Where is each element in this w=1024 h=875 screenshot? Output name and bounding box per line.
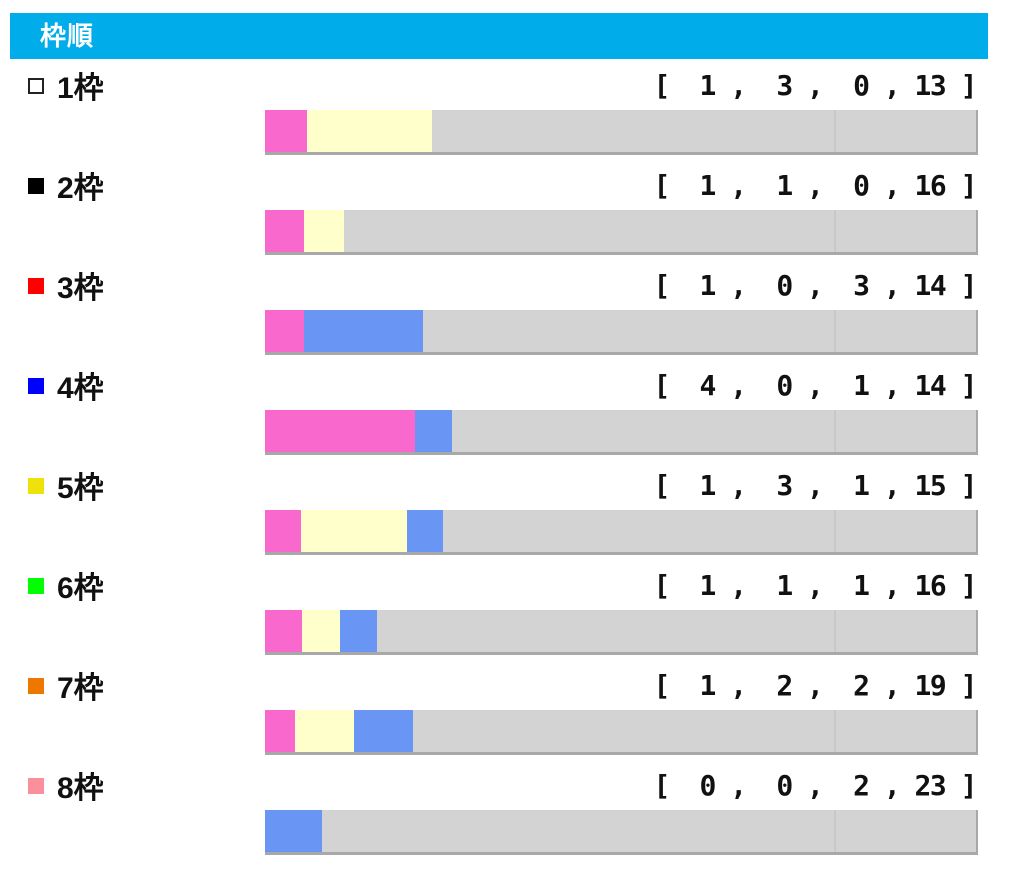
frame-row-header: 8枠 [ 0 , 0 , 2 , 23 ] <box>0 760 1024 810</box>
frame-label-group: 2枠 <box>28 163 104 207</box>
bar-segment-third <box>265 810 322 852</box>
frame-label: 7枠 <box>57 672 104 705</box>
frame-record-values: [ 1 , 1 , 1 , 16 ] <box>653 568 977 602</box>
bar-segment-first <box>265 410 415 452</box>
frame-label: 4枠 <box>57 372 104 405</box>
section-title: 枠順 <box>40 21 95 51</box>
bar-segment-second <box>306 110 433 152</box>
bar-segment-second <box>302 610 340 652</box>
frame-row: 1枠 [ 1 , 3 , 0 , 13 ] <box>0 60 1024 160</box>
frame-label: 8枠 <box>57 772 104 805</box>
frame-row-header: 7枠 [ 1 , 2 , 2 , 19 ] <box>0 660 1024 710</box>
bar-segment-first <box>265 510 301 552</box>
frame-row-header: 2枠 [ 1 , 1 , 0 , 16 ] <box>0 160 1024 210</box>
frame-record-values: [ 1 , 2 , 2 , 19 ] <box>653 668 977 702</box>
frame-label-group: 3枠 <box>28 263 104 307</box>
frame-label: 3枠 <box>57 272 104 305</box>
bar-segment-second <box>294 710 354 752</box>
frame-label-group: 8枠 <box>28 763 104 807</box>
bar-segment-first <box>265 210 305 252</box>
stacked-bar <box>265 510 978 555</box>
frame-color-marker-icon <box>28 78 44 94</box>
frame-row: 6枠 [ 1 , 1 , 1 , 16 ] <box>0 560 1024 660</box>
bar-segment-third <box>339 610 378 652</box>
stacked-bar <box>265 110 978 155</box>
frame-record-values: [ 1 , 1 , 0 , 16 ] <box>653 168 977 202</box>
frame-row: 7枠 [ 1 , 2 , 2 , 19 ] <box>0 660 1024 760</box>
frame-row: 8枠 [ 0 , 0 , 2 , 23 ] <box>0 760 1024 860</box>
section-header: 枠順 <box>10 13 988 59</box>
frame-row-header: 6枠 [ 1 , 1 , 1 , 16 ] <box>0 560 1024 610</box>
frame-record-values: [ 1 , 3 , 1 , 15 ] <box>653 468 977 502</box>
frame-record-values: [ 1 , 3 , 0 , 13 ] <box>653 68 977 102</box>
frame-label: 6枠 <box>57 572 104 605</box>
frame-row: 3枠 [ 1 , 0 , 3 , 14 ] <box>0 260 1024 360</box>
frame-label-group: 5枠 <box>28 463 104 507</box>
frame-row: 2枠 [ 1 , 1 , 0 , 16 ] <box>0 160 1024 260</box>
frame-color-marker-icon <box>28 578 44 594</box>
stacked-bar <box>265 210 978 255</box>
stacked-bar <box>265 610 978 655</box>
frame-color-marker-icon <box>28 378 44 394</box>
stacked-bar <box>265 810 978 855</box>
bar-segment-third <box>353 710 414 752</box>
frame-label-group: 7枠 <box>28 663 104 707</box>
frame-color-marker-icon <box>28 478 44 494</box>
bar-segment-third <box>414 410 453 452</box>
bar-segment-first <box>265 310 305 352</box>
frame-label: 5枠 <box>57 472 104 505</box>
bar-segment-second <box>304 210 344 252</box>
frame-record-values: [ 1 , 0 , 3 , 14 ] <box>653 268 977 302</box>
frame-row-header: 4枠 [ 4 , 0 , 1 , 14 ] <box>0 360 1024 410</box>
bar-segment-second <box>300 510 408 552</box>
frame-row: 5枠 [ 1 , 3 , 1 , 15 ] <box>0 460 1024 560</box>
bar-segment-first <box>265 610 303 652</box>
frame-label-group: 1枠 <box>28 63 104 107</box>
frame-row-header: 3枠 [ 1 , 0 , 3 , 14 ] <box>0 260 1024 310</box>
stacked-bar <box>265 310 978 355</box>
frame-label: 2枠 <box>57 172 104 205</box>
stacked-bar <box>265 410 978 455</box>
frame-record-values: [ 4 , 0 , 1 , 14 ] <box>653 368 977 402</box>
frame-rows: 1枠 [ 1 , 3 , 0 , 13 ] 2枠 [ 1 , 1 , 0 , 1… <box>0 60 1024 860</box>
frame-color-marker-icon <box>28 778 44 794</box>
frame-color-marker-icon <box>28 278 44 294</box>
bar-segment-first <box>265 710 295 752</box>
frame-color-marker-icon <box>28 178 44 194</box>
bar-segment-third <box>407 510 443 552</box>
bar-segment-first <box>265 110 307 152</box>
frame-label: 1枠 <box>57 72 104 105</box>
frame-record-values: [ 0 , 0 , 2 , 23 ] <box>653 768 977 802</box>
frame-label-group: 6枠 <box>28 563 104 607</box>
frame-row-header: 5枠 [ 1 , 3 , 1 , 15 ] <box>0 460 1024 510</box>
frame-row-header: 1枠 [ 1 , 3 , 0 , 13 ] <box>0 60 1024 110</box>
frame-label-group: 4枠 <box>28 363 104 407</box>
bar-segment-third <box>304 310 423 352</box>
frame-row: 4枠 [ 4 , 0 , 1 , 14 ] <box>0 360 1024 460</box>
stacked-bar <box>265 710 978 755</box>
frame-color-marker-icon <box>28 678 44 694</box>
